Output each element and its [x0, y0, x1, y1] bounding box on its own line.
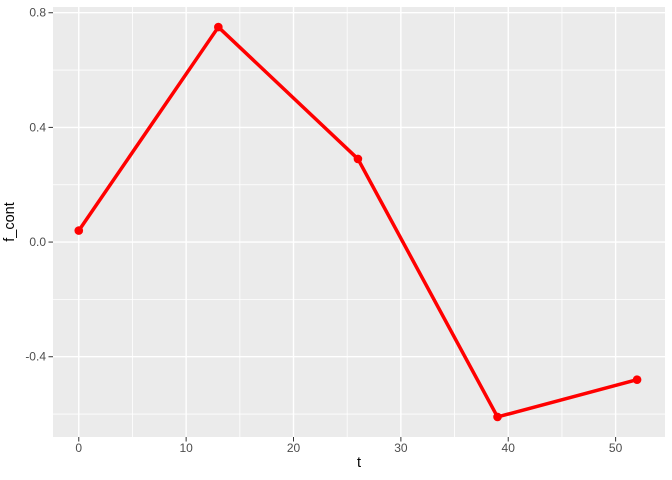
y-tick-label: 0.0: [29, 235, 46, 249]
y-axis-title: f_cont: [2, 202, 18, 242]
data-point: [74, 226, 84, 235]
x-tick-label: 20: [287, 441, 301, 455]
x-tick-label: 50: [609, 441, 623, 455]
data-point: [353, 154, 363, 164]
x-tick-label: 30: [394, 441, 408, 455]
x-axis-title: t: [357, 455, 361, 471]
y-tick-label: -0.4: [25, 350, 46, 364]
y-tick-label: 0.8: [29, 6, 46, 20]
x-tick-label: 40: [502, 441, 516, 455]
y-tick-label: 0.4: [29, 120, 46, 134]
x-tick-label: 0: [75, 441, 82, 455]
plot-panel: [53, 7, 665, 437]
data-point: [493, 412, 502, 422]
plot-render-layer: 0 10 20 30 40 50 0.8 0.4 0.0 -0.4: [25, 6, 665, 455]
data-point: [214, 22, 223, 32]
data-point: [632, 375, 642, 384]
x-tick-label: 10: [179, 441, 193, 455]
